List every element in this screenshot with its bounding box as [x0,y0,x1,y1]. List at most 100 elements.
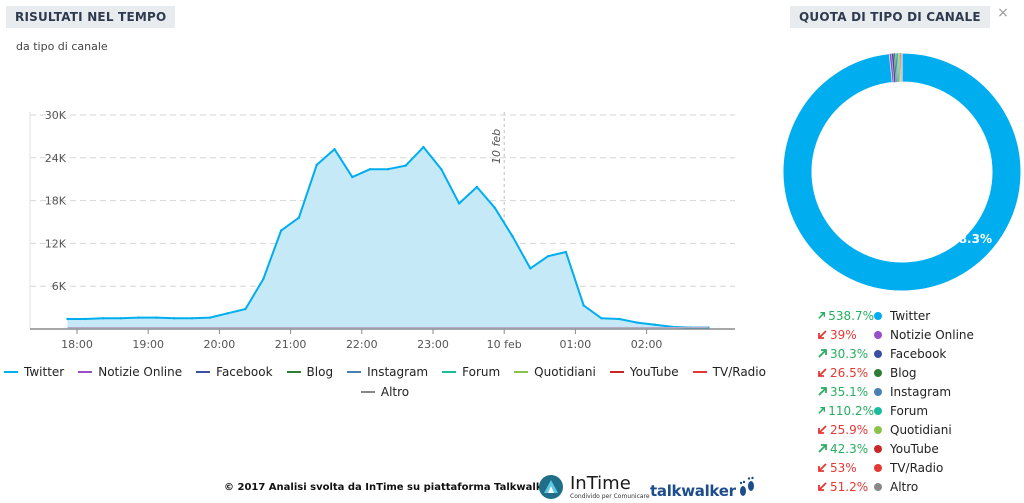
donut-legend: 538.7% Twitter 39% Notizie Online 30.3% Faceb… [818,306,974,496]
x-tick-label: 19:00 [132,338,164,351]
legend-label: YouTube [629,365,679,379]
donut-legend-row[interactable]: 110.2% Forum [818,401,974,420]
legend-dot [874,387,882,396]
x-tick-label: 20:00 [204,338,236,351]
donut-legend-row[interactable]: 42.3% YouTube [818,439,974,458]
change-text: 538.7% [828,308,874,323]
x-tick-label: 01:00 [560,338,592,351]
channel-name: YouTube [890,441,939,456]
change-text: 51.2% [830,479,869,494]
close-icon[interactable]: × [997,5,1009,21]
donut-legend-row[interactable]: 25.9% Quotidiani [818,420,974,439]
twitter-data-point [155,316,158,319]
x-tick-label: 02:00 [631,338,663,351]
legend-item[interactable]: Forum [442,365,500,379]
channel-name: Facebook [890,346,947,361]
arrow-path [818,406,826,414]
arrow-up-right-icon [818,387,827,396]
donut-legend-row[interactable]: 53% TV/Radio [818,458,974,477]
twitter-data-point [635,321,639,324]
legend-item[interactable]: Twitter [4,365,64,379]
legend-item[interactable]: Notizie Online [78,365,182,379]
legend-dot [874,444,882,453]
arrow-path [818,482,827,491]
arrow-path [818,349,827,358]
talkwalker-logo: talkwalker [650,476,758,500]
donut-legend-row[interactable]: 35.1% Instagram [818,382,974,401]
donut-legend-row[interactable]: 26.5% Blog [818,363,974,382]
legend-label: Forum [462,365,501,379]
twitter-data-point [208,316,212,319]
twitter-data-point [66,317,69,321]
twitter-data-point [511,235,514,238]
legend-label: TV/Radio [712,365,766,379]
donut-slice [782,52,1022,292]
twitter-data-point [475,185,479,189]
chart-legend: Twitter Notizie Online Facebook Blog Instagr… [0,362,770,402]
donut-legend-row[interactable]: 39% Notizie Online [818,325,974,344]
legend-item[interactable]: Quotidiani [514,365,596,379]
twitter-data-point [101,317,105,320]
arrow-down-left-icon [818,368,827,377]
twitter-data-point [422,145,425,149]
channel-name: Altro [890,479,919,494]
arrow-down-left-icon [818,330,827,339]
change-text: 30.3% [830,346,869,361]
change-value: 39% [818,328,874,342]
y-tick-label: 6K [52,280,67,293]
donut-legend-row[interactable]: 30.3% Facebook [818,344,974,363]
legend-dot [874,482,882,491]
channel-name: Quotidiani [890,422,952,437]
legend-swatch [609,371,624,373]
talkwalker-logo-name: talkwalker [650,482,736,500]
change-value: 26.5% [818,366,874,380]
twitter-data-point [457,202,461,205]
legend-dot [874,349,882,358]
legend-row: Twitter Notizie Online Facebook Blog Instagr… [0,362,770,382]
twitter-data-point [84,317,87,321]
y-tick-label: 18K [45,195,67,208]
donut-legend-row[interactable]: 538.7% Twitter [818,306,974,325]
chart-subtitle: da tipo di canale [16,40,108,53]
change-value: 35.1% [818,385,874,399]
legend-label: Blog [306,365,334,379]
legend-dot [874,406,882,415]
legend-label: Facebook [216,365,273,379]
intime-logo: InTime Condivido per Comunicare [538,474,650,500]
change-value: 25.9% [818,423,874,437]
twitter-data-point [297,216,301,219]
twitter-data-point [440,168,443,171]
arrow-path [818,387,827,396]
legend-label: Notizie Online [98,365,183,379]
arrow-path [818,425,827,434]
arrow-path [818,330,827,339]
legend-dot [874,463,882,472]
legend-item[interactable]: Altro [360,385,409,399]
arrow-up-right-icon [818,444,827,453]
twitter-series[interactable] [66,145,710,329]
twitter-data-point [262,277,265,281]
legend-item[interactable]: Facebook [196,365,273,379]
twitter-area [67,147,709,329]
x-tick-label: 23:00 [417,338,449,351]
twitter-data-point [279,229,283,232]
legend-item[interactable]: TV/Radio [692,365,766,379]
x-tick-label: 18:00 [61,338,93,351]
change-value: 51.2% [818,480,874,494]
twitter-data-point [386,168,390,171]
arrow-up-right-icon [818,311,826,319]
legend-item[interactable]: Blog [286,365,334,379]
legend-item[interactable]: Instagram [347,365,428,379]
x-tick-label: 10 feb [487,338,522,351]
twitter-data-point [315,163,318,167]
twitter-data-point [173,317,176,320]
donut-legend-row[interactable]: 51.2% Altro [818,477,974,496]
legend-row: Altro [0,382,770,402]
change-value: 53% [818,461,874,475]
legend-item[interactable]: YouTube [609,365,679,379]
twitter-data-point [190,317,194,320]
axes: 18:00 19:00 20:00 21:00 22:00 23:00 10 feb 01:0… [30,328,735,351]
legend-swatch [360,391,375,393]
change-value: 42.3% [818,442,874,456]
donut-chart[interactable]: 98.3% [782,52,1022,292]
